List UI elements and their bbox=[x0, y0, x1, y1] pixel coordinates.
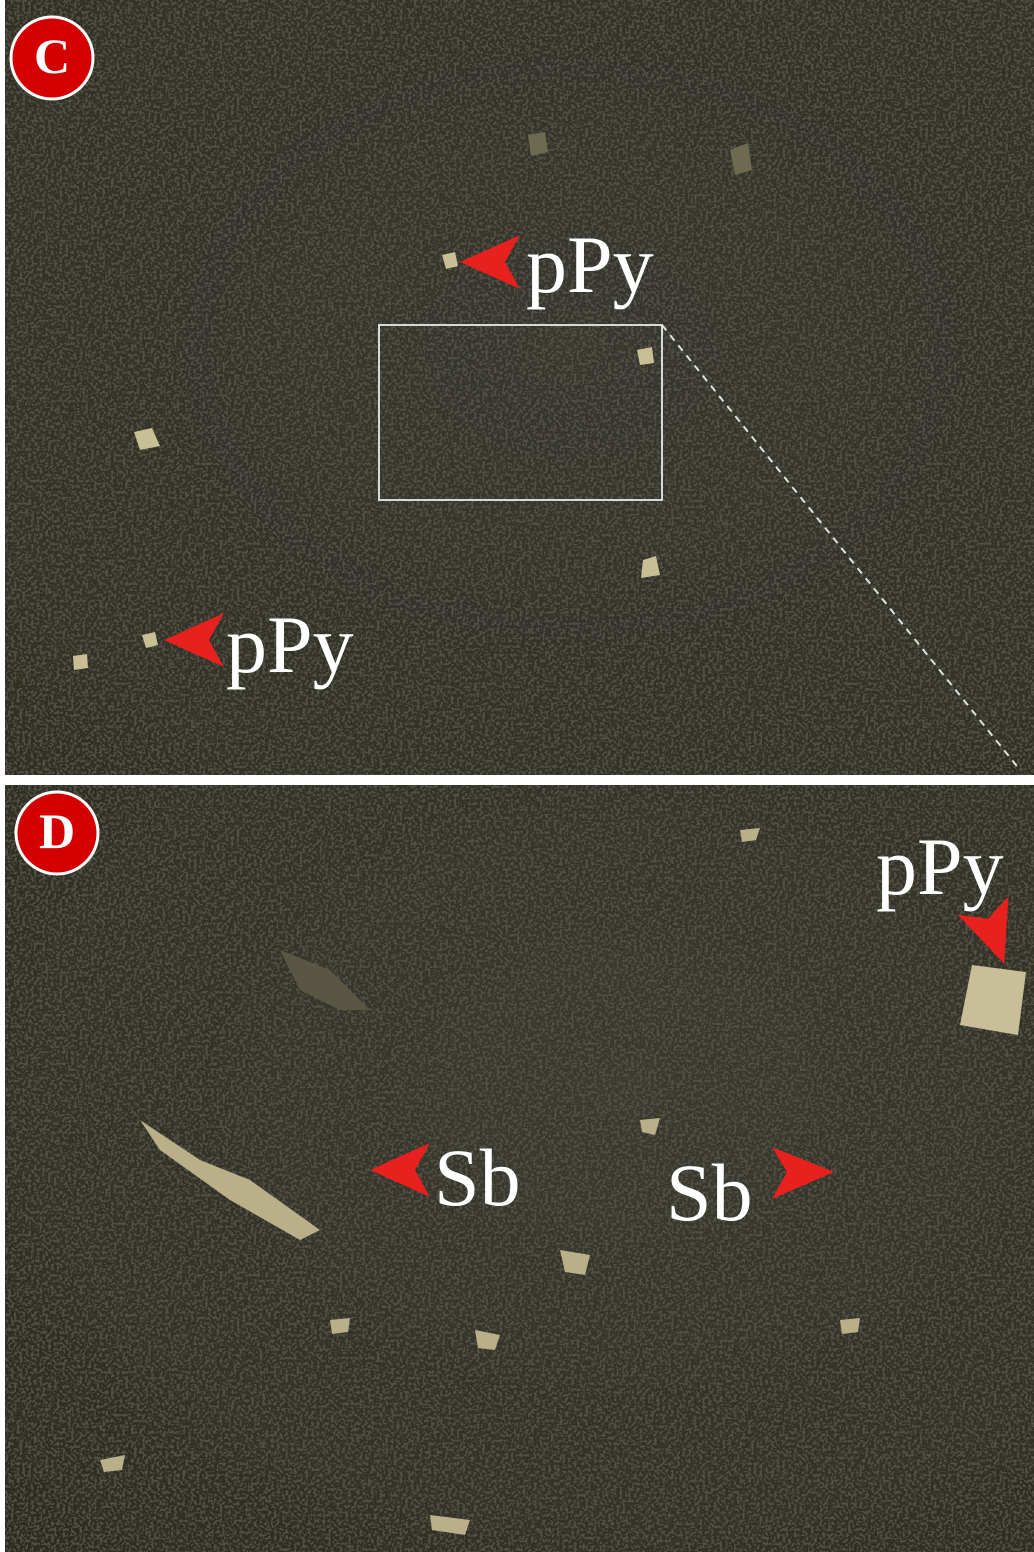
grains bbox=[73, 132, 752, 670]
annotation: pPy bbox=[526, 219, 654, 310]
arrow bbox=[164, 613, 224, 667]
annotation: pPy bbox=[226, 599, 354, 690]
panel-d: D pPy Sb Sb bbox=[5, 785, 1034, 1552]
annotation: Sb bbox=[666, 1147, 753, 1238]
label-badge bbox=[14, 790, 100, 876]
zoom-box bbox=[378, 324, 663, 501]
micrograph bbox=[5, 0, 1034, 775]
grains bbox=[100, 828, 1026, 1535]
zoom-line bbox=[661, 324, 1021, 771]
arrow bbox=[370, 1143, 430, 1197]
panel-label: D bbox=[39, 803, 75, 859]
arrow bbox=[460, 235, 520, 289]
micrograph bbox=[5, 785, 1034, 1552]
panel-c: C pPy pPy bbox=[5, 0, 1034, 775]
annotation: Sb bbox=[434, 1132, 521, 1223]
label-badge bbox=[9, 15, 95, 101]
arrow bbox=[957, 896, 1009, 964]
arrow bbox=[772, 1147, 834, 1199]
annotation: pPy bbox=[876, 821, 1004, 912]
panel-label: C bbox=[34, 28, 70, 84]
